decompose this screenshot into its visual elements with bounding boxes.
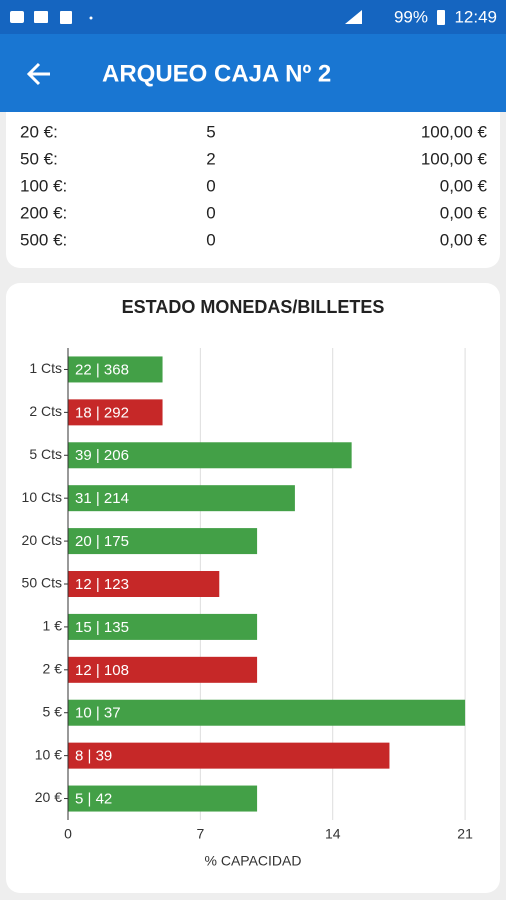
- bar-label: 20 | 175: [75, 533, 129, 550]
- bar: [68, 742, 390, 769]
- cell: 5: [206, 122, 215, 141]
- cell: 0: [206, 230, 215, 249]
- bar-label: 39 | 206: [75, 447, 129, 464]
- signal-icon: [345, 10, 362, 24]
- bar-label: 10 | 37: [75, 705, 121, 722]
- cell: 100 €:: [20, 176, 67, 195]
- table-card: [6, 90, 500, 268]
- status-icons: [10, 10, 445, 25]
- bar-label: 12 | 108: [75, 662, 129, 679]
- icon: [89, 16, 93, 20]
- bar: [68, 485, 295, 512]
- y-tick-label: 5 €: [43, 703, 63, 719]
- bar: [68, 656, 258, 683]
- x-tick-label: 7: [196, 826, 204, 842]
- y-tick-label: 1 Cts: [29, 360, 62, 376]
- bar-label: 22 | 368: [75, 361, 129, 378]
- back-button[interactable]: [26, 62, 50, 86]
- cell: 100,00 €: [421, 122, 488, 141]
- bar-label: 31 | 214: [75, 490, 129, 507]
- chart-title: ESTADO MONEDAS/BILLETES: [122, 297, 385, 317]
- x-tick-label: 14: [325, 826, 341, 842]
- x-tick-label: 21: [457, 826, 473, 842]
- bar: [68, 699, 466, 726]
- status-bar: [0, 0, 506, 34]
- x-axis-label: % CAPACIDAD: [205, 853, 302, 869]
- cell: 20 €:: [20, 122, 58, 141]
- cell: 500 €:: [20, 230, 67, 249]
- battery-icon: [437, 10, 445, 25]
- bar-label: 18 | 292: [75, 404, 129, 421]
- y-tick-label: 20 Cts: [22, 532, 62, 548]
- icon: [34, 11, 48, 23]
- cell: 0,00 €: [440, 176, 488, 195]
- y-tick-label: 10 €: [35, 746, 62, 762]
- bar-label: 12 | 123: [75, 576, 129, 593]
- bar: [68, 785, 258, 812]
- y-tick-label: 1 €: [43, 618, 63, 634]
- cell: 0,00 €: [440, 230, 488, 249]
- cell: 2: [206, 149, 215, 168]
- y-tick-label: 50 Cts: [22, 575, 62, 591]
- bar-label: 8 | 39: [75, 748, 112, 765]
- bar-label: 5 | 42: [75, 791, 112, 808]
- x-tick-label: 0: [64, 826, 72, 842]
- icon: [10, 11, 24, 23]
- bar: [68, 399, 163, 426]
- y-tick-label: 2 €: [43, 661, 63, 677]
- cell: 50 €:: [20, 149, 58, 168]
- icon: [60, 11, 72, 24]
- bar: [68, 613, 258, 640]
- chart-card: [6, 283, 500, 893]
- cell: 0: [206, 203, 215, 222]
- bar: [68, 356, 163, 383]
- y-tick-label: 5 Cts: [29, 446, 62, 462]
- app-title: ARQUEO CAJA Nº 2: [102, 60, 331, 87]
- cell: 0: [206, 176, 215, 195]
- y-tick-label: 10 Cts: [22, 489, 62, 505]
- cell: 100,00 €: [421, 149, 488, 168]
- bar-label: 15 | 135: [75, 619, 129, 636]
- bar: [68, 528, 258, 555]
- y-tick-label: 20 €: [35, 789, 62, 805]
- time: 12:49: [454, 7, 497, 26]
- app-bar-overlay: [0, 34, 506, 112]
- bar: [68, 442, 352, 469]
- cell: 200 €:: [20, 203, 67, 222]
- y-tick-label: 2 Cts: [29, 403, 62, 419]
- cell: 0,00 €: [440, 203, 488, 222]
- battery-text: 99%: [394, 7, 428, 26]
- bar: [68, 571, 220, 597]
